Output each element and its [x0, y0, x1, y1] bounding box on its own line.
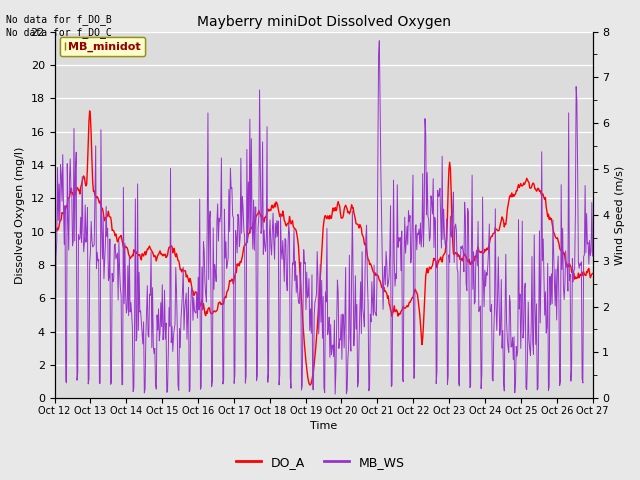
- X-axis label: Time: Time: [310, 421, 337, 432]
- Text: No data for f_DO_B
No data for f_DO_C: No data for f_DO_B No data for f_DO_C: [6, 14, 112, 38]
- Y-axis label: Dissolved Oxygen (mg/l): Dissolved Oxygen (mg/l): [15, 146, 25, 284]
- Legend: DO_A, MB_WS: DO_A, MB_WS: [230, 451, 410, 474]
- Y-axis label: Wind Speed (m/s): Wind Speed (m/s): [615, 165, 625, 264]
- Legend: MB_minidot: MB_minidot: [60, 37, 145, 56]
- Title: Mayberry miniDot Dissolved Oxygen: Mayberry miniDot Dissolved Oxygen: [196, 15, 451, 29]
